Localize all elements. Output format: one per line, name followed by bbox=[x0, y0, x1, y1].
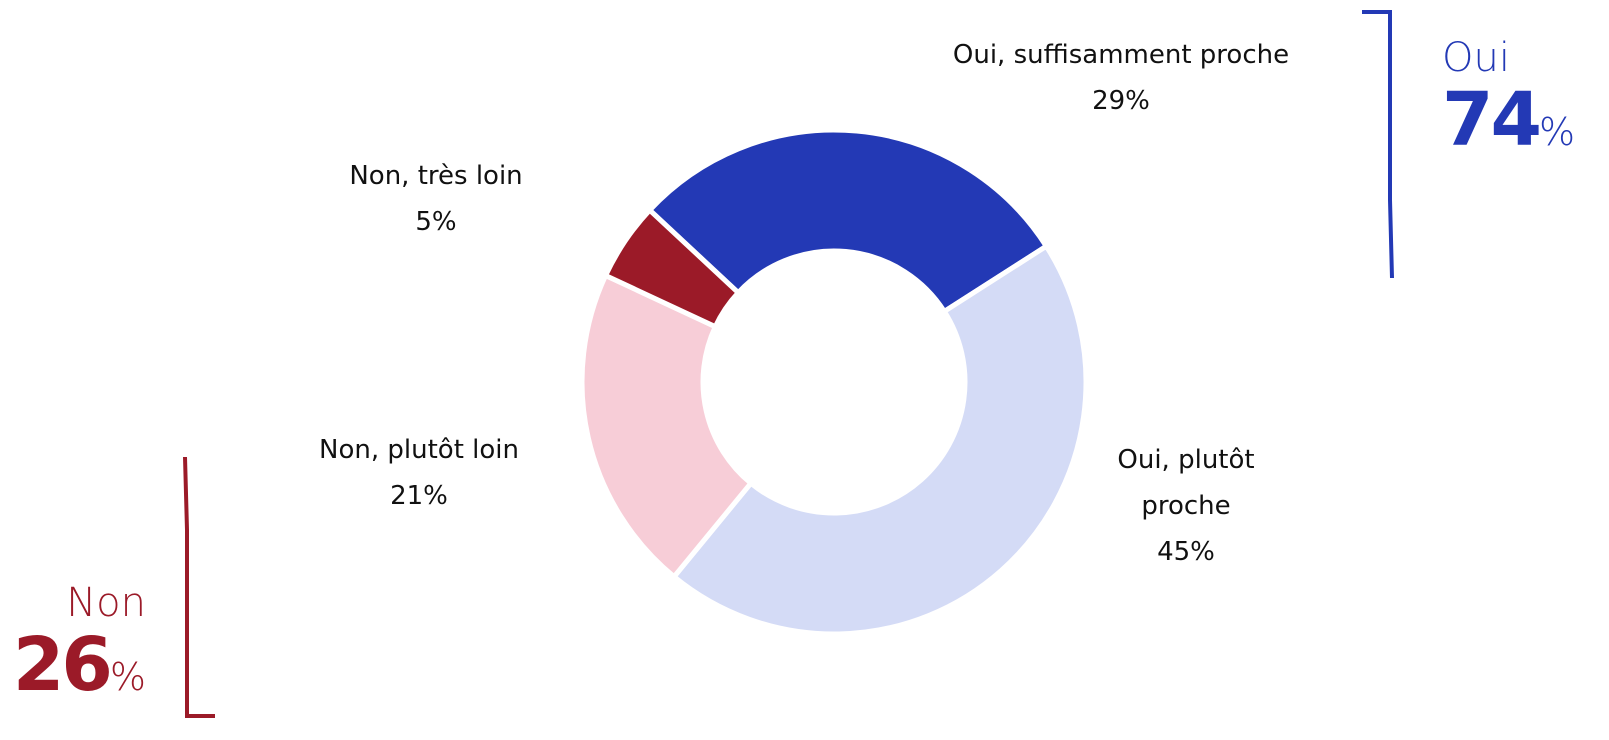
value-label: 5% bbox=[415, 207, 457, 237]
group-name: Oui bbox=[1442, 35, 1510, 81]
value-label: 29% bbox=[1092, 86, 1150, 116]
group-summary: Non 26% bbox=[13, 581, 146, 705]
slice-label: Non, très loin 5% bbox=[349, 153, 522, 245]
donut-slice bbox=[602, 206, 742, 330]
donut-slice bbox=[579, 272, 755, 581]
slice-label: Oui, plutôt proche 45% bbox=[1086, 437, 1286, 575]
group-value: 26 bbox=[12, 622, 113, 708]
slice-label: Non, plutôt loin 21% bbox=[319, 427, 519, 519]
category-name: Non, très loin bbox=[349, 161, 523, 191]
group-unit: % bbox=[1538, 110, 1576, 154]
group-value: 74 bbox=[1442, 77, 1542, 163]
group-bracket bbox=[183, 456, 215, 718]
group-summary: Oui 74% bbox=[1442, 36, 1575, 160]
value-label: 21% bbox=[390, 481, 448, 511]
value-label: 45% bbox=[1157, 537, 1215, 567]
category-name: Oui, suffisamment proche bbox=[952, 40, 1290, 70]
category-name: Oui, plutôt proche bbox=[1117, 445, 1255, 521]
group-bracket bbox=[1362, 10, 1394, 279]
donut-slice bbox=[646, 127, 1050, 315]
group-name: Non bbox=[66, 580, 146, 626]
group-unit: % bbox=[109, 655, 146, 699]
category-name: Non, plutôt loin bbox=[319, 435, 519, 465]
slice-label: Oui, suffisamment proche 29% bbox=[953, 32, 1289, 124]
donut-slice bbox=[670, 242, 1089, 637]
